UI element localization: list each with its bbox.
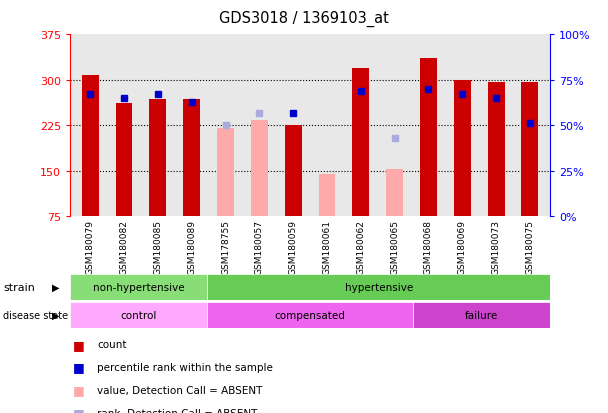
Text: failure: failure (465, 310, 498, 320)
Text: strain: strain (3, 282, 35, 292)
Bar (150, 100, 167, 217)
Bar (217, 129, 234, 217)
Text: control: control (120, 310, 157, 320)
Text: GDS3018 / 1369103_at: GDS3018 / 1369103_at (219, 10, 389, 26)
Text: count: count (97, 339, 127, 349)
Bar (70, 275, 207, 300)
Bar (319, 174, 336, 217)
Text: disease state: disease state (3, 310, 68, 320)
Text: ■: ■ (73, 361, 85, 374)
Bar (522, 82, 539, 217)
Bar (207, 275, 550, 300)
Bar (183, 100, 200, 217)
Bar (116, 104, 133, 217)
Bar (353, 69, 369, 217)
Text: percentile rank within the sample: percentile rank within the sample (97, 362, 273, 372)
Bar (454, 81, 471, 217)
Text: ■: ■ (73, 406, 85, 413)
Bar (285, 126, 302, 217)
Text: ■: ■ (73, 383, 85, 396)
Bar (420, 59, 437, 217)
Text: non-hypertensive: non-hypertensive (93, 282, 184, 292)
Text: hypertensive: hypertensive (345, 282, 413, 292)
Text: rank, Detection Call = ABSENT: rank, Detection Call = ABSENT (97, 408, 258, 413)
Text: ▶: ▶ (52, 310, 60, 320)
Bar (251, 121, 268, 217)
Bar (81, 76, 98, 217)
Bar (386, 170, 403, 217)
Bar (207, 302, 413, 328)
Text: ■: ■ (73, 338, 85, 351)
Bar (488, 83, 505, 217)
Text: value, Detection Call = ABSENT: value, Detection Call = ABSENT (97, 385, 263, 395)
Bar (413, 302, 550, 328)
Text: compensated: compensated (275, 310, 345, 320)
Text: ▶: ▶ (52, 282, 60, 292)
Bar (70, 302, 207, 328)
